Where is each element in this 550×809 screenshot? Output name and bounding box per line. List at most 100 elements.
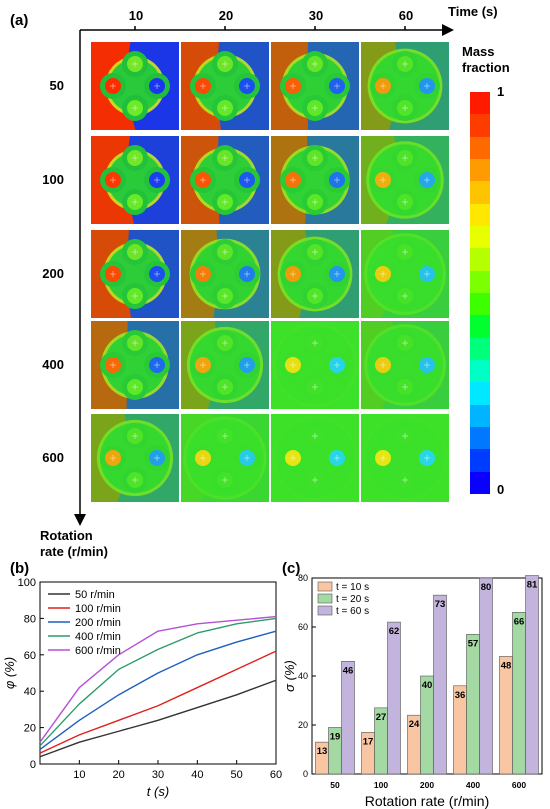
colorbar: [470, 92, 490, 495]
x-tick-label: 50: [231, 769, 243, 781]
legend-swatch: [317, 593, 333, 604]
y-tick-label: 60: [298, 622, 308, 632]
colorbar-segment: [470, 203, 490, 227]
bar-value-label: 46: [343, 665, 354, 676]
colorbar-segment: [470, 315, 490, 339]
time-axis-title: Time (s): [448, 4, 498, 19]
panel-a-axes: [74, 24, 454, 526]
x-tick-label: 20: [113, 769, 125, 781]
bar-value-label: 62: [389, 626, 400, 637]
line-chart-b: 0 20 40 60 80 100 10 20 30 40 50 60 t (s) φ (%) 50 r/m…: [2, 577, 282, 799]
colorbar-segment: [470, 360, 490, 383]
colorbar-segment: [470, 449, 490, 473]
bar-value-label: 27: [376, 712, 387, 723]
colorbar-min-label: 0: [497, 482, 505, 497]
time-label-30: 30: [308, 8, 324, 23]
x-tick-label: 10: [73, 769, 85, 781]
time-label-20: 20: [218, 8, 234, 23]
bar: [466, 634, 480, 775]
y-tick-label: 20: [298, 720, 308, 730]
colorbar-segment: [470, 181, 490, 205]
panel-b-label: (b): [10, 560, 30, 577]
colorbar-segment: [470, 471, 490, 495]
y-tick-label: 40: [298, 671, 308, 681]
rate-axis-title-line2: rate (r/min): [40, 544, 108, 559]
bar-value-label: 57: [468, 638, 479, 649]
simulation-tile: [181, 414, 269, 502]
rate-label-50: 50: [49, 78, 64, 93]
rate-label-600: 600: [42, 450, 64, 465]
y-tick-label: 40: [24, 686, 36, 698]
simulation-tile: [271, 136, 359, 224]
simulation-tile: [271, 42, 359, 130]
bar-value-label: 17: [363, 736, 374, 747]
legend-entry: 50 r/min: [75, 589, 115, 601]
simulation-tile: [361, 230, 449, 318]
simulation-tile: [181, 136, 269, 224]
colorbar-segment: [470, 270, 490, 294]
x-axis-label: t (s): [147, 784, 169, 799]
colorbar-title-line2: fraction: [462, 60, 510, 75]
colorbar-title-line1: Mass: [462, 44, 495, 59]
bar-value-label: 48: [501, 660, 512, 671]
y-tick-label: 0: [303, 769, 308, 779]
y-tick-label: 80: [24, 613, 36, 625]
bar: [525, 575, 539, 775]
legend-entry: 100 r/min: [75, 603, 121, 615]
legend-swatch: [317, 581, 333, 592]
bar: [433, 594, 447, 775]
time-label-60: 60: [398, 8, 414, 23]
legend-entry: 600 r/min: [75, 645, 121, 657]
x-tick-label: 40: [191, 769, 203, 781]
bar-value-label: 81: [527, 580, 538, 591]
colorbar-segment: [470, 382, 490, 406]
rate-axis-title-line1: Rotation: [40, 528, 93, 543]
simulation-tile: [271, 414, 359, 502]
bar: [387, 621, 401, 775]
simulation-tile: [361, 321, 449, 409]
simulation-tile: [181, 42, 269, 130]
colorbar-segment: [470, 293, 490, 316]
colorbar-segment: [470, 248, 490, 272]
simulation-tile: [181, 230, 269, 318]
simulation-tile: [271, 230, 359, 318]
series-line-600-r-min: [39, 615, 277, 743]
bar: [499, 656, 513, 775]
simulation-tile: [361, 136, 449, 224]
colorbar-segment: [470, 404, 490, 428]
colorbar-max-label: 1: [497, 84, 505, 99]
bar: [479, 577, 493, 775]
colorbar-segment: [470, 159, 490, 182]
legend-entry: t = 10 s: [336, 582, 369, 593]
x-tick-label: 30: [152, 769, 164, 781]
colorbar-segment: [470, 226, 490, 249]
y-axis-label: φ (%): [2, 657, 17, 689]
simulation-tile: [271, 321, 359, 409]
colorbar-segment: [470, 337, 490, 361]
y-tick-label: 60: [24, 650, 36, 662]
simulation-tile: [91, 42, 179, 130]
legend-entry: 400 r/min: [75, 631, 121, 643]
legend-swatch: [317, 605, 333, 616]
bar: [512, 611, 526, 775]
bar-value-label: 73: [435, 599, 446, 610]
panel-c-label: (c): [282, 560, 301, 577]
simulation-tile: [91, 230, 179, 318]
category-label: 50: [330, 780, 340, 790]
series-line-100-r-min: [39, 650, 277, 754]
series-line-200-r-min: [39, 630, 277, 751]
category-label: 600: [512, 780, 526, 790]
y-tick-label: 100: [18, 577, 36, 589]
bar-value-label: 66: [514, 616, 525, 627]
y-tick-label: 80: [298, 573, 308, 583]
y-tick-label: 0: [30, 759, 36, 771]
simulation-tile: [91, 136, 179, 224]
bar-value-label: 24: [409, 719, 420, 730]
bar-value-label: 13: [317, 746, 328, 757]
colorbar-segment: [470, 136, 490, 160]
simulation-tile: [91, 321, 179, 409]
bar: [341, 661, 355, 775]
rate-label-100: 100: [42, 172, 64, 187]
colorbar-title: Mass fraction: [462, 44, 510, 76]
